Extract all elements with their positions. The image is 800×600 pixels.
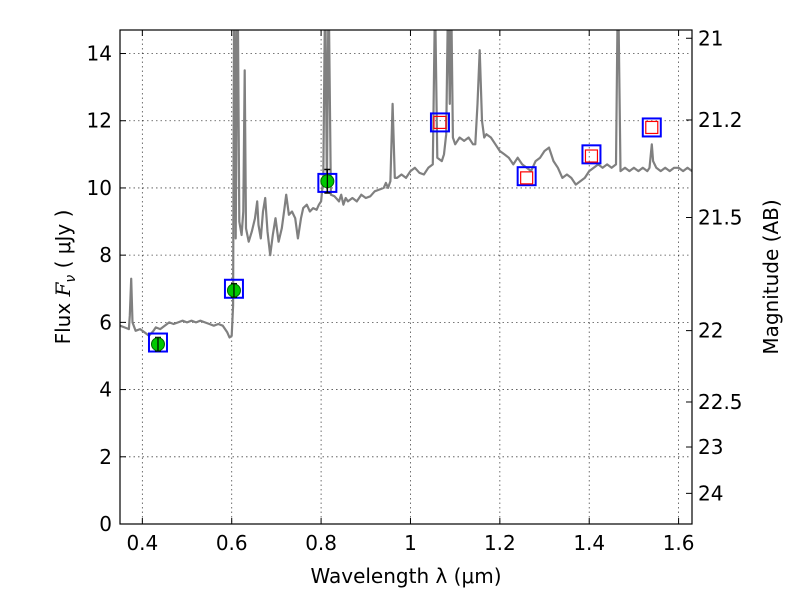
y2-axis-title: Magnitude (AB) bbox=[759, 199, 783, 354]
observed-open-marker bbox=[645, 120, 659, 135]
y-tick-label: 10 bbox=[87, 176, 112, 200]
y-tick-label: 6 bbox=[99, 310, 112, 334]
x-tick-label: 0.8 bbox=[305, 531, 337, 555]
y-tick-label: 0 bbox=[99, 512, 112, 536]
x-tick-label: 0.4 bbox=[126, 531, 158, 555]
observed-open-marker bbox=[584, 149, 599, 163]
y2-tick-label: 22 bbox=[698, 319, 723, 343]
x-tick-label: 1.4 bbox=[573, 531, 605, 555]
y2-tick-label: 23 bbox=[698, 435, 723, 459]
model-photometry-marker bbox=[581, 144, 602, 165]
y2-tick-label: 21.2 bbox=[698, 108, 743, 132]
y2-tick-label: 24 bbox=[698, 481, 723, 505]
y-axis-title-sub: ν bbox=[63, 275, 79, 283]
x-tick-label: 1.2 bbox=[484, 531, 516, 555]
ticks: 0.4 0.6 0.8 1 1.2 1.4 1.6024681012142121.221.5… bbox=[87, 26, 743, 555]
x-axis-title: Wavelength λ (μm) bbox=[310, 564, 501, 588]
y-tick-label: 12 bbox=[87, 109, 112, 133]
markers bbox=[147, 112, 662, 353]
y2-tick-label: 22.5 bbox=[698, 390, 743, 414]
model-photometry-marker bbox=[516, 166, 537, 187]
y-axis-title-unit: ( μJy ) bbox=[51, 210, 75, 275]
y-tick-label: 4 bbox=[99, 378, 112, 402]
y-tick-label: 14 bbox=[87, 42, 112, 66]
y-axis-title-var: F bbox=[51, 281, 75, 297]
x-tick-label: 1 bbox=[404, 531, 417, 555]
y2-tick-label: 21.5 bbox=[698, 206, 743, 230]
observed-open-marker bbox=[433, 115, 447, 130]
model-photometry-marker bbox=[641, 117, 662, 138]
x-tick-label: 0.6 bbox=[216, 531, 248, 555]
observed-open-marker bbox=[520, 171, 534, 185]
y-axis-title: Flux Fν ( μJy ) bbox=[51, 210, 79, 345]
y-axis-title-main: Flux bbox=[51, 296, 75, 344]
model-photometry-marker bbox=[429, 112, 450, 133]
plot-frame bbox=[119, 29, 693, 525]
spectrum-line bbox=[120, 30, 692, 339]
data-layer bbox=[120, 30, 692, 339]
x-tick-label: 1.6 bbox=[663, 531, 695, 555]
y2-tick-label: 21 bbox=[698, 26, 723, 50]
y-tick-label: 2 bbox=[99, 445, 112, 469]
y-tick-label: 8 bbox=[99, 243, 112, 267]
